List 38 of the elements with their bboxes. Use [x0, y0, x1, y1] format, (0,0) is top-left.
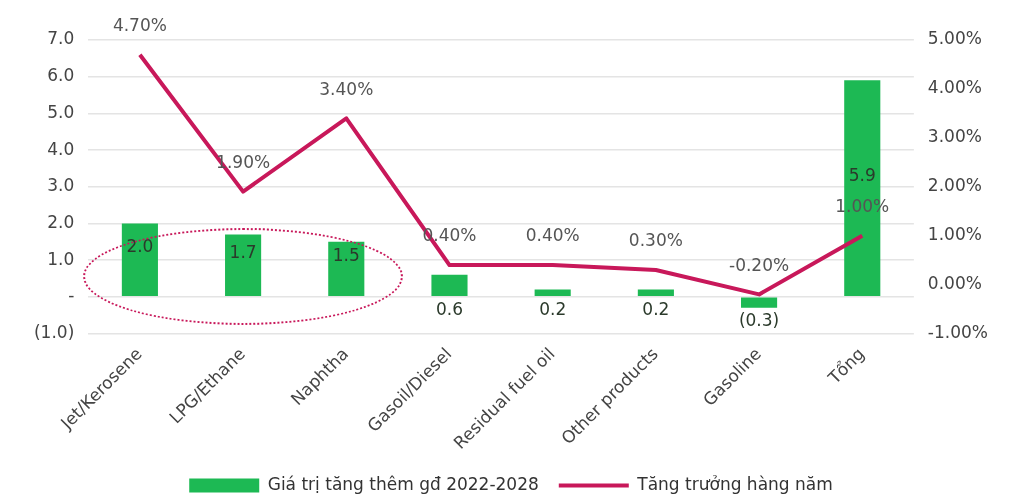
- data-label: 4.70%: [112, 15, 167, 36]
- data-label: 0.6: [435, 298, 464, 319]
- bar: [431, 274, 468, 297]
- legend-label: Giá trị tăng thêm gđ 2022-2028: [267, 473, 539, 494]
- y2-tick-label: 2.00%: [927, 175, 982, 196]
- data-label: 3.40%: [319, 78, 374, 99]
- y-tick-label: 3.0: [47, 175, 75, 196]
- bar: [225, 234, 262, 297]
- y2-tick-label: 0.00%: [927, 273, 982, 294]
- data-label: 2.0: [126, 236, 154, 257]
- data-label: 0.30%: [628, 230, 683, 251]
- legend-label: Tăng trưởng hàng năm: [636, 473, 833, 494]
- y2-tick-label: 5.00%: [927, 28, 982, 49]
- bar: [121, 223, 158, 297]
- data-label: 1.5: [332, 245, 360, 266]
- y-tick-label: 5.0: [47, 101, 75, 122]
- y-tick-label: -: [68, 285, 75, 306]
- data-label: 0.40%: [525, 225, 580, 246]
- data-label: -0.20%: [729, 254, 790, 275]
- y-tick-label: 7.0: [47, 28, 75, 49]
- y2-tick-label: -1.00%: [927, 321, 988, 342]
- y-tick-label: 6.0: [47, 65, 75, 86]
- bar: [328, 241, 365, 297]
- data-label: (0.3): [738, 310, 780, 331]
- y-tick-label: 4.0: [47, 138, 75, 159]
- bar: [741, 297, 778, 308]
- bar: [637, 289, 674, 297]
- data-label: 1.7: [229, 241, 257, 262]
- y2-tick-label: 1.00%: [927, 224, 982, 245]
- data-label: 0.2: [642, 298, 670, 319]
- data-label: 5.9: [848, 164, 876, 185]
- y-tick-label: 2.0: [47, 211, 75, 232]
- y2-tick-label: 3.00%: [927, 126, 982, 147]
- y-tick-label: 1.0: [47, 248, 75, 269]
- bar: [534, 289, 571, 297]
- y2-tick-label: 4.00%: [927, 77, 982, 98]
- data-label: 0.2: [539, 298, 567, 319]
- y-tick-label: (1.0): [33, 321, 75, 342]
